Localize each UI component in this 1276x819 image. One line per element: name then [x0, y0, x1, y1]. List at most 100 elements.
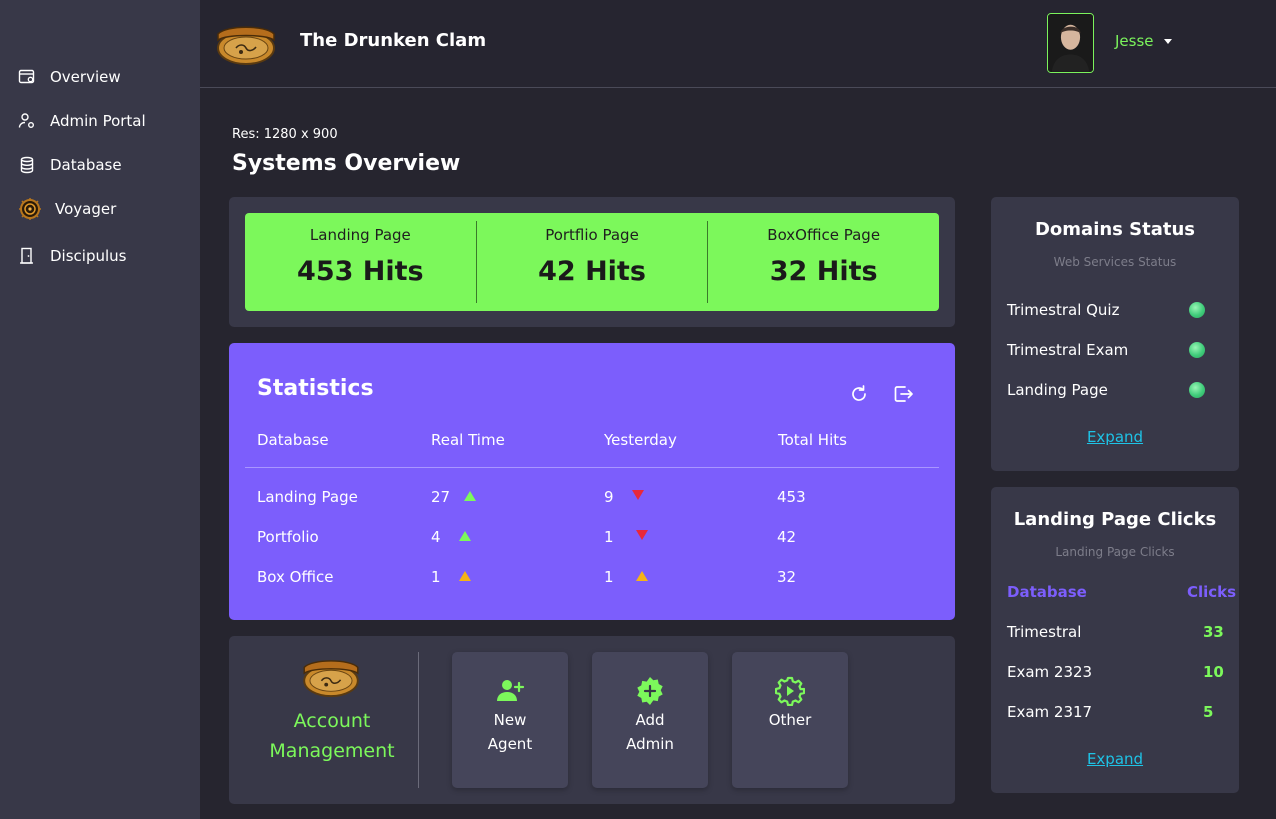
row-total-hits: 32: [777, 568, 797, 586]
column-header-yesterday: Yesterday: [604, 431, 677, 449]
row-database: Landing Page: [257, 488, 358, 506]
clicks-row-value: 33: [1203, 623, 1224, 641]
row-total-hits: 42: [777, 528, 797, 546]
hits-card: Landing Page 453 Hits Portflio Page 42 H…: [229, 197, 955, 327]
landing-page-clicks-card: Landing Page Clicks Landing Page Clicks …: [991, 487, 1239, 793]
hit-value: 42 Hits: [538, 256, 646, 287]
brand-name: The Drunken Clam: [300, 30, 487, 51]
other-button[interactable]: Other: [732, 652, 848, 788]
table-row: Box Office 1 1 32: [229, 568, 955, 592]
domain-label: Trimestral Exam: [1007, 341, 1129, 359]
column-header-real-time: Real Time: [431, 431, 505, 449]
row-database: Portfolio: [257, 528, 319, 546]
domains-status-card: Domains Status Web Services Status Trime…: [991, 197, 1239, 471]
trend-down-icon: [631, 490, 644, 500]
tile-label: Add Admin: [626, 711, 674, 753]
divider: [245, 467, 939, 468]
sidebar: Overview Admin Portal Database Voyager D…: [0, 0, 200, 819]
card-title: Landing Page Clicks: [1013, 509, 1217, 530]
sidebar-item-label: Admin Portal: [50, 112, 146, 130]
sidebar-item-label: Discipulus: [50, 247, 127, 265]
tile-label: New Agent: [487, 711, 533, 753]
column-header-database: Database: [1007, 583, 1087, 601]
domain-label: Trimestral Quiz: [1007, 301, 1120, 319]
user-menu[interactable]: Jesse: [1115, 32, 1172, 50]
caret-down-icon: [1163, 38, 1172, 44]
add-user-icon: [495, 676, 525, 706]
status-online-icon: [1189, 382, 1205, 398]
table-row: Portfolio 4 1 42: [229, 528, 955, 552]
trend-down-icon: [635, 530, 648, 540]
title-line: Account: [293, 710, 371, 732]
hit-value: 453 Hits: [297, 256, 424, 287]
hit-landing-page: Landing Page 453 Hits: [245, 221, 476, 303]
compass-icon: [18, 197, 42, 221]
hits-banner: Landing Page 453 Hits Portflio Page 42 H…: [245, 213, 939, 311]
clicks-row-value: 10: [1203, 663, 1224, 681]
card-title: Domains Status: [1034, 219, 1196, 240]
sidebar-item-database[interactable]: Database: [18, 150, 122, 180]
row-database: Box Office: [257, 568, 334, 586]
export-icon[interactable]: [892, 383, 914, 405]
tile-label: Other: [768, 711, 812, 729]
database-icon: [18, 156, 36, 174]
row-real-time: 4: [431, 528, 471, 546]
sidebar-item-overview[interactable]: Overview: [18, 62, 121, 92]
trend-flat-icon: [635, 571, 648, 581]
sidebar-item-admin-portal[interactable]: Admin Portal: [18, 106, 146, 136]
status-online-icon: [1189, 302, 1205, 318]
hit-boxoffice-page: BoxOffice Page 32 Hits: [707, 221, 939, 303]
gear-icon: [774, 676, 806, 707]
refresh-icon[interactable]: [848, 383, 870, 405]
expand-link[interactable]: Expand: [1086, 750, 1144, 768]
clicks-row-name: Exam 2323: [1007, 663, 1093, 681]
clicks-row-name: Exam 2317: [1007, 703, 1093, 721]
sidebar-item-label: Overview: [50, 68, 121, 86]
door-icon: [18, 247, 36, 265]
title-line: Management: [269, 740, 395, 762]
add-admin-button[interactable]: Add Admin: [592, 652, 708, 788]
clicks-row-name: Trimestral: [1007, 623, 1082, 641]
sidebar-item-voyager[interactable]: Voyager: [18, 194, 116, 224]
resolution-label: Res: 1280 x 900: [232, 127, 338, 142]
sidebar-item-label: Voyager: [55, 200, 117, 218]
statistics-card: Statistics Database Real Time Yesterday …: [229, 343, 955, 620]
brand-logo[interactable]: [212, 20, 280, 66]
expand-link[interactable]: Expand: [1086, 428, 1144, 446]
trend-up-icon: [458, 531, 471, 541]
column-header-total-hits: Total Hits: [778, 431, 847, 449]
column-header-database: Database: [257, 431, 329, 449]
row-yesterday: 1: [604, 528, 648, 546]
top-header: The Drunken Clam Jesse: [200, 0, 1276, 88]
hit-label: Landing Page: [309, 226, 411, 244]
card-subtitle: Landing Page Clicks: [1055, 545, 1175, 559]
statistics-title: Statistics: [257, 376, 374, 401]
table-row: Landing Page 27 9 453: [229, 488, 955, 512]
trend-up-icon: [464, 491, 477, 501]
user-gear-icon: [18, 112, 36, 130]
sidebar-item-label: Database: [50, 156, 122, 174]
hit-value: 32 Hits: [769, 256, 878, 287]
page-title: Systems Overview: [232, 151, 461, 176]
new-agent-button[interactable]: New Agent: [452, 652, 568, 788]
trend-flat-icon: [458, 571, 471, 581]
row-total-hits: 453: [777, 488, 806, 506]
divider: [418, 652, 419, 788]
account-management-title: Account Management: [247, 706, 417, 766]
domain-label: Landing Page: [1007, 381, 1108, 399]
account-management-card: Account Management New Agent Add Admin O…: [229, 636, 955, 804]
row-yesterday: 9: [604, 488, 644, 506]
hit-portfolio-page: Portflio Page 42 Hits: [475, 221, 708, 303]
add-admin-icon: [635, 676, 665, 706]
column-header-clicks: Clicks: [1187, 583, 1237, 601]
row-real-time: 27: [431, 488, 477, 506]
row-real-time: 1: [431, 568, 471, 586]
avatar[interactable]: [1047, 13, 1094, 73]
card-subtitle: Web Services Status: [1053, 255, 1177, 269]
status-online-icon: [1189, 342, 1205, 358]
dashboard-icon: [18, 68, 36, 86]
hit-label: BoxOffice Page: [767, 226, 881, 244]
sidebar-item-discipulus[interactable]: Discipulus: [18, 241, 126, 271]
hit-label: Portflio Page: [545, 226, 639, 244]
user-name: Jesse: [1115, 32, 1154, 50]
